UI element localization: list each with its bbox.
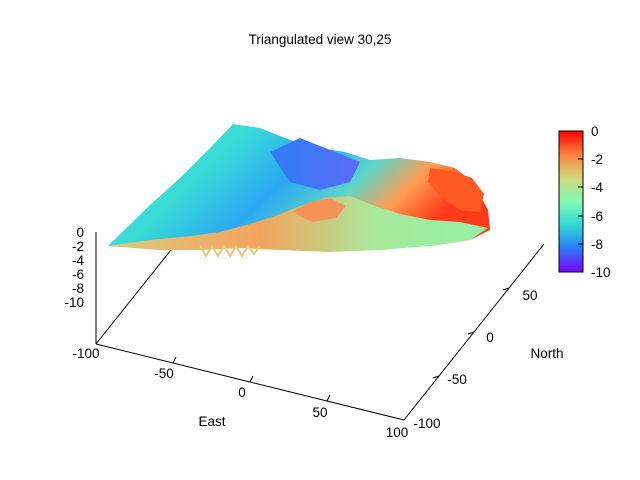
z-tick-label: -6 [72, 267, 84, 282]
x-tick [326, 394, 331, 402]
colorbar-tick-label: -6 [591, 209, 603, 224]
surface-trough [270, 138, 360, 190]
colorbar-ticks [578, 130, 583, 273]
z-tick-label: -10 [64, 295, 84, 310]
x-tick-label: 50 [312, 405, 327, 420]
x-ticks: -100 -50 0 50 100 [72, 346, 408, 440]
x-tick-label: -50 [154, 366, 174, 381]
colorbar: 0 -2 -4 -6 -8 -10 [558, 124, 611, 280]
y-axis-label: North [530, 346, 563, 361]
x-tick-label: 100 [386, 425, 409, 440]
z-ticks: 0 -2 -4 -6 -8 -10 [64, 225, 84, 310]
colorbar-tick-label: 0 [591, 124, 599, 139]
x-tick-label: 0 [238, 385, 246, 400]
x-tick [249, 375, 254, 383]
chart-title: Triangulated view 30,25 [249, 32, 392, 47]
y-tick [502, 287, 510, 291]
z-tick-label: -8 [72, 281, 84, 296]
colorbar-tick-label: -4 [591, 180, 603, 195]
z-tick-label: 0 [76, 225, 84, 240]
colorbar-tick-label: -8 [591, 237, 603, 252]
y-tick-label: 0 [486, 330, 494, 345]
surface-south-mound [292, 198, 346, 222]
x-axis-label: East [198, 414, 225, 429]
x-tick [172, 356, 177, 364]
surface-edge-teeth [199, 244, 261, 258]
y-tick [467, 331, 475, 335]
surface [108, 124, 490, 258]
colorbar-tick-label: -2 [591, 152, 603, 167]
y-ticks: -100 -50 0 50 [413, 287, 538, 431]
y-tick-label: 50 [522, 288, 537, 303]
x-tick-label: -100 [72, 346, 99, 361]
surface-peak [428, 168, 484, 212]
y-tick-label: -50 [447, 372, 467, 387]
colorbar-gradient [558, 130, 584, 273]
surface-front-ridge [108, 196, 488, 252]
y-tick [432, 375, 440, 379]
z-tick-label: -4 [72, 253, 84, 268]
y-tick-label: -100 [413, 416, 440, 431]
z-tick-label: -2 [72, 239, 84, 254]
colorbar-tick-label: -10 [591, 265, 611, 280]
